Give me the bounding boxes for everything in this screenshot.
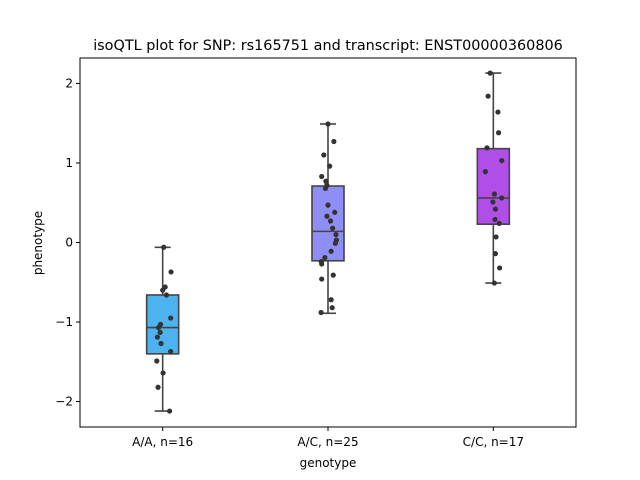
data-point (332, 209, 338, 215)
data-point (482, 169, 488, 175)
data-point (495, 130, 502, 136)
data-point (319, 261, 325, 267)
data-point (328, 297, 334, 303)
data-point (496, 220, 502, 227)
data-point (161, 244, 167, 250)
data-point (499, 195, 505, 201)
data-point (318, 309, 324, 316)
data-point (155, 384, 161, 390)
data-point (319, 276, 325, 282)
data-point (325, 121, 331, 127)
data-point (166, 408, 173, 414)
y-tick-label: 1 (65, 156, 73, 170)
data-point (330, 272, 336, 278)
data-point (491, 191, 497, 197)
data-point (485, 93, 491, 99)
data-point (490, 199, 496, 205)
x-tick-label: A/A, n=16 (132, 435, 193, 449)
data-point (493, 234, 499, 240)
data-point (154, 334, 161, 340)
data-point (495, 109, 501, 115)
data-point (328, 248, 334, 254)
data-point (324, 213, 330, 219)
data-point (154, 358, 160, 364)
data-point (158, 340, 164, 347)
iqr-box (311, 185, 345, 262)
data-point (484, 145, 490, 151)
data-point (487, 70, 493, 76)
iqr-box (476, 147, 511, 226)
data-point (327, 163, 333, 169)
data-point (323, 178, 329, 184)
y-tick-label: 0 (65, 236, 73, 250)
data-point (325, 202, 331, 208)
y-tick-label: −2 (55, 395, 73, 409)
y-tick-label: −1 (55, 315, 73, 329)
data-point (327, 218, 334, 224)
data-point (160, 370, 166, 376)
data-point (155, 324, 162, 331)
data-point (499, 157, 505, 164)
data-point (331, 138, 337, 145)
y-tick-label: 2 (65, 76, 73, 90)
data-point (492, 216, 498, 223)
y-axis-label: phenotype (31, 211, 45, 275)
data-point (322, 255, 328, 261)
data-point (330, 225, 336, 231)
data-point (492, 206, 499, 212)
data-point (160, 287, 166, 293)
x-tick-label: C/C, n=17 (463, 435, 524, 449)
data-point (491, 280, 497, 286)
data-point (332, 240, 338, 246)
data-point (168, 348, 174, 355)
data-point (321, 152, 327, 158)
data-point (322, 185, 329, 192)
data-point (168, 269, 174, 275)
data-point (492, 251, 499, 257)
data-point (329, 305, 335, 311)
data-point (333, 231, 339, 238)
data-point (319, 173, 325, 180)
x-axis-label: genotype (300, 456, 357, 470)
data-point (157, 329, 163, 335)
x-tick-label: A/C, n=25 (297, 435, 358, 449)
data-point (168, 315, 174, 321)
data-point (497, 265, 503, 271)
data-point (163, 292, 170, 298)
chart-title: isoQTL plot for SNP: rs165751 and transc… (93, 38, 563, 54)
